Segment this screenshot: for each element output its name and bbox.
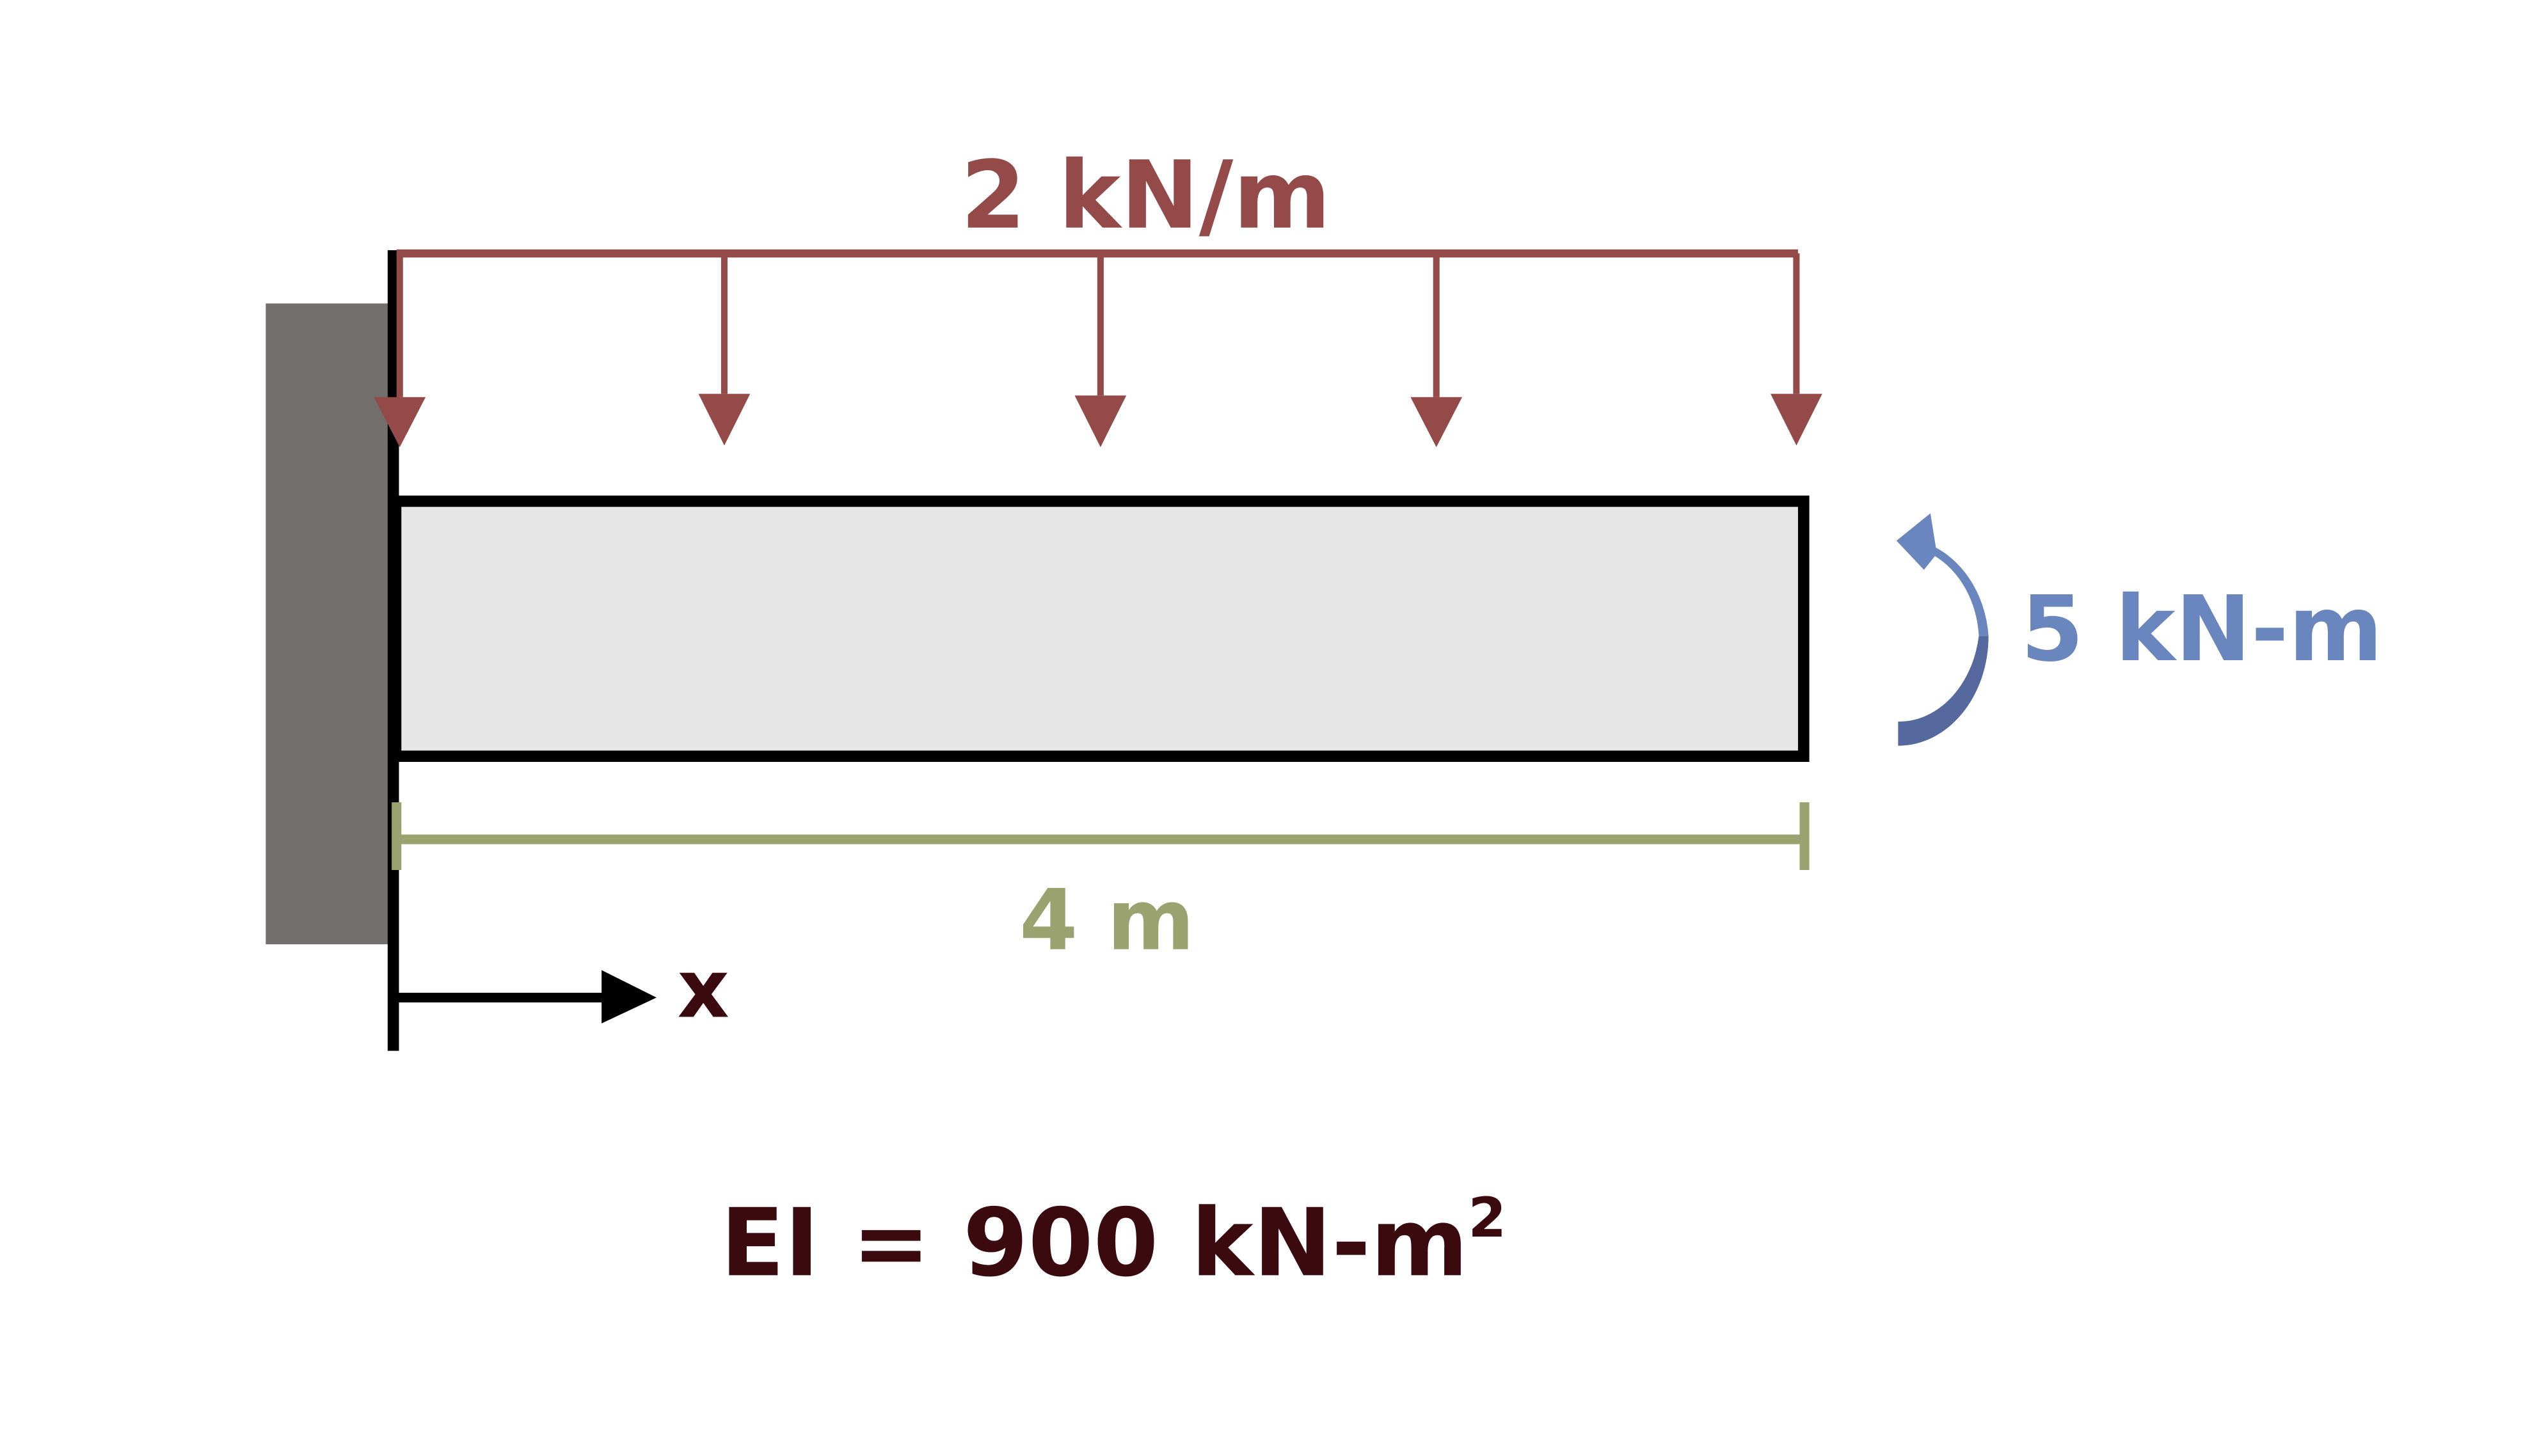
load-arrowhead [698,393,751,446]
load-arrowhead [1771,393,1822,446]
moment-label: 5 kN-m [2021,577,2383,682]
length-label: 4 m [1019,871,1195,969]
stiffness-label: EI = 900 kN-m2 [721,1186,1506,1298]
beam [390,495,1810,762]
load-arrowhead [374,397,426,447]
x-axis-label: x [677,942,729,1036]
load-arrowhead [1074,395,1127,447]
fixed-wall-support [266,303,394,945]
x-axis-arrowhead [601,970,657,1024]
x-axis-arrow-icon [395,970,657,1024]
moment-arrow-icon [1896,513,1989,746]
load-label: 2 kN/m [960,141,1331,250]
moment-arrowhead [1896,513,1937,570]
load-arrowhead [1410,397,1463,447]
moment-arc [1923,542,1989,637]
length-dimension [392,802,1810,871]
stiffness-exponent: 2 [1468,1186,1506,1250]
moment-arc [1898,636,1989,746]
distributed-load [374,249,1822,447]
stiffness-text: EI = 900 kN-m [721,1188,1468,1297]
